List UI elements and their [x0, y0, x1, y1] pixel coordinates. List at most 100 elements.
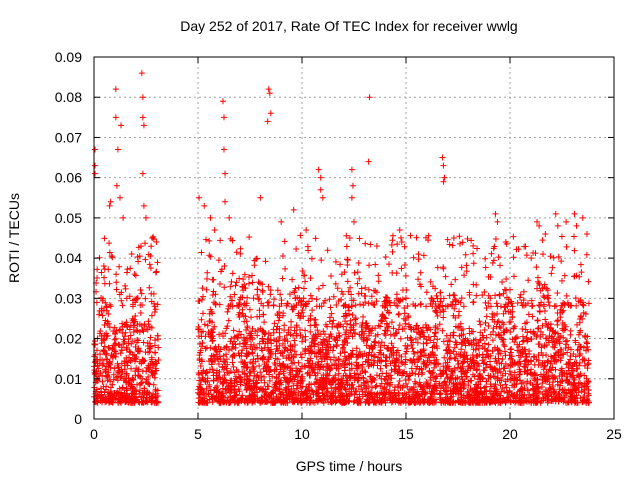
- data-point: [567, 356, 574, 363]
- data-point: [143, 214, 149, 221]
- data-point: [487, 331, 494, 338]
- data-point: [501, 348, 508, 355]
- data-point: [497, 392, 504, 399]
- data-point: [132, 272, 139, 279]
- data-point: [225, 317, 232, 324]
- data-point: [245, 274, 252, 281]
- data-point: [529, 313, 536, 320]
- data-point: [146, 261, 153, 268]
- data-point: [228, 278, 235, 285]
- data-point: [338, 399, 345, 406]
- data-point: [128, 250, 135, 257]
- data-point: [226, 214, 233, 221]
- data-point: [568, 388, 575, 395]
- data-point: [348, 166, 355, 173]
- data-point: [317, 186, 324, 193]
- data-point: [528, 366, 535, 373]
- data-point: [222, 330, 229, 337]
- data-point: [97, 395, 104, 402]
- data-point: [527, 328, 534, 335]
- data-point: [460, 352, 467, 359]
- data-point: [242, 285, 249, 292]
- data-point: [571, 210, 578, 217]
- data-point: [242, 395, 249, 402]
- data-point: [353, 359, 360, 366]
- data-point: [379, 385, 386, 392]
- data-point: [195, 326, 202, 333]
- data-point: [547, 253, 554, 260]
- data-point: [499, 356, 506, 363]
- data-point: [523, 394, 530, 401]
- data-point: [443, 371, 450, 378]
- data-point: [320, 379, 327, 386]
- data-point: [109, 381, 116, 388]
- data-point: [281, 364, 288, 371]
- data-point: [415, 391, 422, 398]
- data-point: [93, 347, 100, 354]
- data-point: [384, 345, 391, 352]
- data-point: [522, 350, 529, 357]
- data-point: [565, 344, 572, 351]
- data-point: [155, 356, 162, 363]
- data-point: [455, 351, 462, 358]
- data-point: [494, 345, 501, 352]
- data-point: [388, 375, 395, 382]
- data-point: [558, 365, 565, 372]
- data-point: [338, 288, 345, 295]
- data-point: [200, 390, 207, 397]
- data-point: [546, 366, 553, 373]
- data-point: [388, 340, 395, 347]
- data-point: [220, 352, 227, 359]
- data-point: [447, 390, 454, 397]
- data-point: [134, 321, 141, 328]
- data-point: [113, 182, 120, 189]
- data-point: [515, 344, 522, 351]
- data-point: [535, 302, 542, 309]
- data-point: [372, 339, 379, 346]
- data-point: [450, 348, 457, 355]
- data-point: [259, 386, 266, 393]
- data-point: [465, 390, 472, 397]
- data-point: [376, 398, 383, 405]
- data-point: [233, 302, 240, 309]
- data-point: [209, 338, 216, 345]
- data-point: [344, 278, 351, 285]
- data-point: [377, 323, 384, 330]
- data-point: [528, 255, 535, 262]
- data-point: [254, 355, 261, 362]
- data-point: [459, 360, 466, 367]
- data-point: [528, 336, 535, 343]
- data-point: [139, 389, 146, 396]
- data-point: [100, 346, 107, 353]
- data-point: [483, 305, 490, 312]
- data-point: [100, 307, 107, 314]
- data-point: [353, 345, 360, 352]
- data-point: [267, 350, 274, 357]
- data-point: [527, 379, 534, 386]
- data-point: [552, 302, 559, 309]
- data-point: [288, 352, 295, 359]
- data-point: [398, 353, 405, 360]
- data-point: [102, 367, 109, 374]
- data-point: [257, 399, 264, 406]
- data-point: [446, 338, 453, 345]
- data-point: [99, 399, 106, 406]
- data-point: [440, 399, 447, 406]
- data-point: [298, 398, 305, 405]
- data-point: [119, 384, 126, 391]
- data-point: [222, 198, 229, 205]
- data-point: [482, 264, 489, 271]
- data-point: [253, 380, 260, 387]
- data-point: [284, 378, 291, 385]
- data-point: [108, 253, 115, 260]
- data-point: [247, 393, 254, 400]
- data-point: [210, 299, 217, 306]
- data-point: [204, 322, 211, 329]
- data-point: [146, 345, 153, 352]
- data-point: [313, 353, 320, 360]
- data-point: [260, 311, 267, 318]
- data-point: [495, 254, 502, 261]
- data-point: [362, 299, 369, 306]
- data-point: [545, 357, 552, 364]
- y-tick-label: 0.07: [55, 129, 82, 145]
